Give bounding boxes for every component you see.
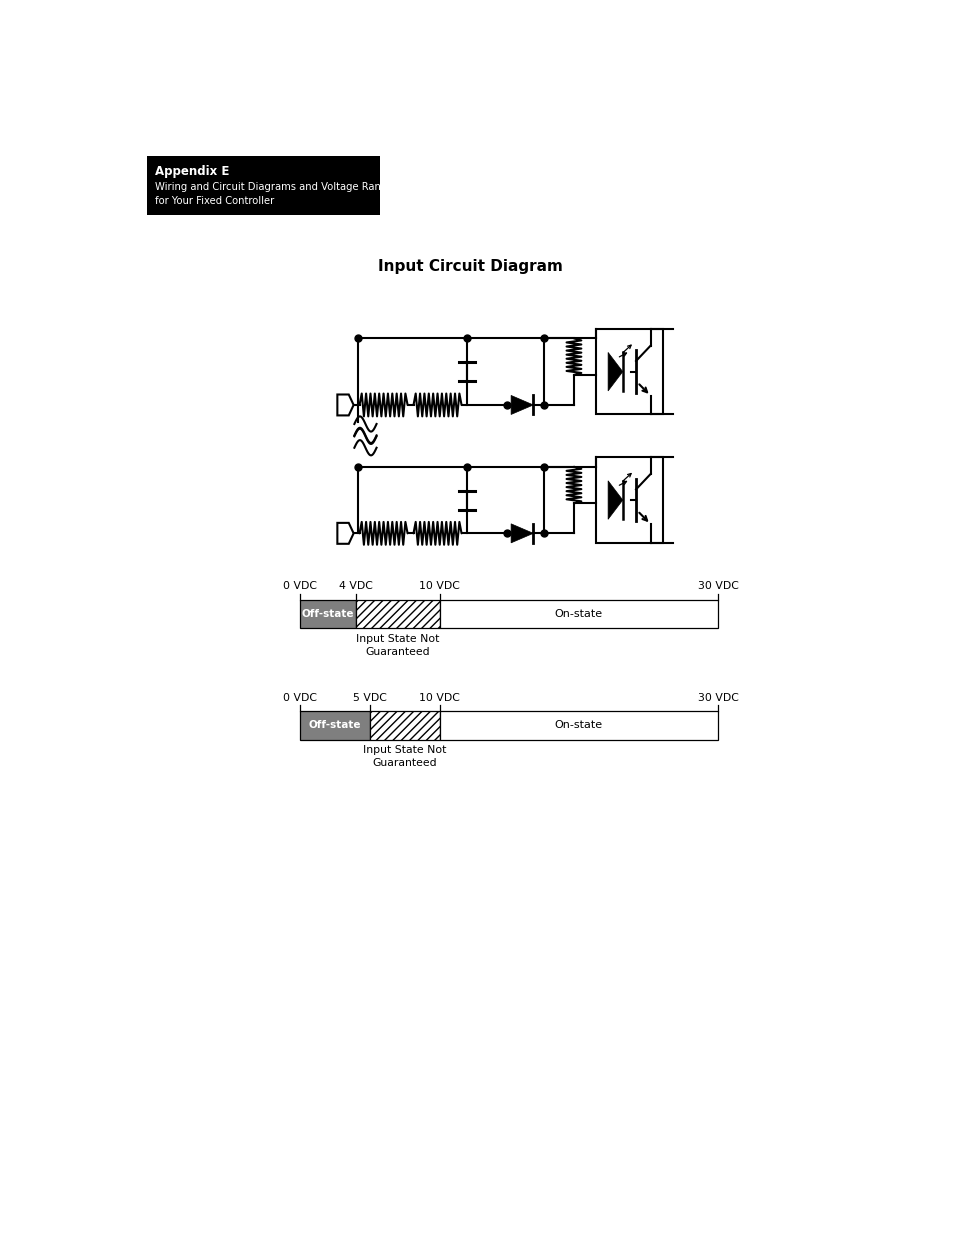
Bar [370,711,439,740]
Bar [596,457,662,543]
Polygon shape [511,524,533,543]
Text: 10 VDC: 10 VDC [418,693,459,703]
Polygon shape [607,480,622,519]
Text: 30 VDC: 30 VDC [697,693,738,703]
Text: On-state: On-state [555,609,602,619]
Text: On-state: On-state [555,720,602,730]
Text: Input Circuit Diagram: Input Circuit Diagram [377,259,562,274]
Text: 4 VDC: 4 VDC [339,582,373,592]
Text: Wiring and Circuit Diagrams and Voltage Ranges
for Your Fixed Controller: Wiring and Circuit Diagrams and Voltage … [154,183,398,206]
Text: Appendix E: Appendix E [154,165,229,178]
Polygon shape [607,352,622,391]
Text: 0 VDC: 0 VDC [283,582,317,592]
Text: Input State Not
Guaranteed: Input State Not Guaranteed [363,746,446,768]
Bar [147,156,380,215]
Bar [300,600,355,629]
Text: Off-state: Off-state [302,609,355,619]
Polygon shape [511,395,533,415]
Text: Off-state: Off-state [309,720,361,730]
Text: Input State Not
Guaranteed: Input State Not Guaranteed [355,634,439,657]
Text: 5 VDC: 5 VDC [353,693,387,703]
Bar [439,600,718,629]
Bar [300,711,370,740]
Text: 10 VDC: 10 VDC [418,582,459,592]
Bar [596,329,662,415]
Text: 30 VDC: 30 VDC [697,582,738,592]
Bar [439,711,718,740]
Text: 0 VDC: 0 VDC [283,693,317,703]
Bar [355,600,439,629]
